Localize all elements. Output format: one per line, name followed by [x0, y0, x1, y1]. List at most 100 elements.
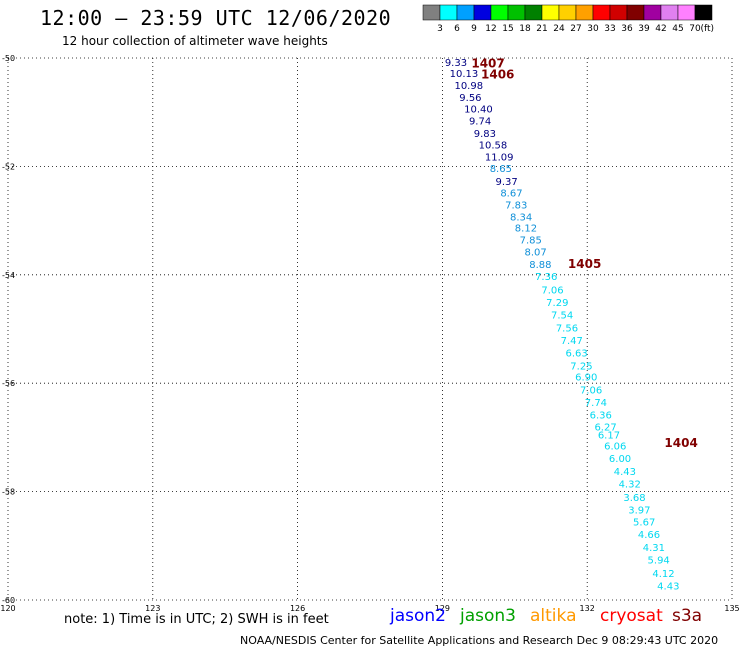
legend-tick-label: 18	[519, 24, 531, 34]
wave-height-point: 6.63	[565, 348, 587, 359]
wave-height-point: 7.47	[561, 336, 583, 347]
wave-height-point: 6.06	[604, 442, 626, 453]
x-tick-label: 126	[290, 604, 305, 613]
y-tick-label: -54	[2, 271, 15, 280]
wave-height-point: 8.12	[515, 224, 537, 235]
wave-height-point: 8.65	[490, 164, 512, 175]
legend-tick-label: 39	[638, 24, 650, 34]
wave-height-point: 11.09	[485, 153, 514, 164]
y-tick-label: -60	[2, 596, 15, 605]
legend-swatch	[524, 4, 543, 21]
legend-swatch	[439, 4, 458, 21]
legend-tick-label: 21	[536, 24, 547, 34]
legend-swatch	[490, 4, 509, 21]
legend-swatch	[694, 4, 713, 21]
legend-tick-label: 6	[454, 24, 460, 34]
wave-height-point: 4.12	[652, 569, 674, 580]
legend-tick-label: 12	[485, 24, 496, 34]
legend-swatch	[558, 4, 577, 21]
x-tick-label: 129	[435, 604, 450, 613]
legend-swatch	[609, 4, 628, 21]
wave-height-point: 9.74	[469, 116, 491, 127]
x-tick-label: 120	[0, 604, 15, 613]
footer-note: note: 1) Time is in UTC; 2) SWH is in fe…	[64, 612, 329, 627]
legend-s3a: s3a	[672, 606, 703, 626]
legend-altika: altika	[530, 606, 577, 626]
color-legend: 3 6 9 12 15 18 21 24 27 30 33 36 39 42 45 70 (ft)	[422, 4, 714, 34]
time-label: 1406	[481, 67, 514, 81]
wave-height-point: 3.68	[623, 493, 645, 504]
legend-swatch	[541, 4, 560, 21]
wave-height-point: 6.00	[609, 454, 631, 465]
wave-height-point: 7.74	[585, 398, 607, 409]
chart-title: 12:00 – 23:59 UTC 12/06/2020	[40, 6, 392, 30]
legend-swatch	[456, 4, 475, 21]
wave-height-point: 8.07	[524, 247, 546, 258]
legend-tick-label: 42	[655, 24, 666, 34]
legend-tick-label: 30	[587, 24, 599, 34]
wave-height-point: 7.54	[551, 310, 573, 321]
wave-height-point: 6.90	[575, 373, 597, 384]
wave-height-point: 4.31	[643, 543, 665, 554]
wave-height-point: 9.83	[474, 129, 496, 140]
legend-tick-label: 27	[570, 24, 581, 34]
time-label: 1405	[568, 257, 601, 271]
legend-tick-label: 70	[689, 24, 701, 34]
legend-swatch	[575, 4, 594, 21]
wave-height-point: 5.67	[633, 517, 655, 528]
wave-height-point: 7.83	[505, 200, 527, 211]
y-tick-label: -56	[2, 379, 15, 388]
legend-swatch	[473, 4, 492, 21]
wave-height-point: 8.88	[529, 260, 551, 271]
legend-tick-label: 45	[672, 24, 683, 34]
legend-swatch	[660, 4, 679, 21]
wave-height-point: 4.43	[614, 467, 636, 478]
legend-tick-label: 9	[471, 24, 477, 34]
y-tick-label: -50	[2, 54, 15, 63]
legend-unit-label: (ft)	[700, 24, 714, 34]
time-label: 1407	[471, 56, 504, 70]
wave-height-point: 7.85	[520, 236, 542, 247]
wave-height-point: 4.43	[657, 581, 679, 592]
legend-jason3: jason3	[460, 606, 516, 626]
grid-lines	[7, 57, 733, 601]
x-tick-label: 132	[580, 604, 595, 613]
wave-height-point: 7.06	[541, 285, 563, 296]
wave-height-point: 5.94	[648, 555, 670, 566]
legend-tick-label: 33	[604, 24, 615, 34]
legend-tick-label: 24	[553, 24, 565, 34]
legend-swatch	[626, 4, 645, 21]
wave-height-point: 7.25	[570, 361, 592, 372]
legend-tick-label: 15	[502, 24, 513, 34]
y-tick-label: -52	[2, 162, 15, 171]
wave-height-point: 7.29	[546, 298, 568, 309]
legend-cryosat: cryosat	[600, 606, 663, 626]
y-tick-label: -58	[2, 488, 15, 497]
wave-height-point: 10.13	[450, 69, 479, 80]
wave-height-point: 6.36	[590, 411, 612, 422]
wave-height-point: 10.98	[454, 81, 483, 92]
wave-height-point: 6.27	[594, 423, 616, 434]
wave-height-point: 6.17	[598, 431, 620, 442]
legend-jason2: jason2	[390, 606, 446, 626]
wave-height-point: 10.40	[464, 104, 493, 115]
wave-height-point: 7.56	[556, 323, 578, 334]
wave-height-point: 10.58	[479, 141, 508, 152]
legend-tick-label: 3	[437, 24, 443, 34]
wave-height-point: 4.32	[619, 479, 641, 490]
wave-height-point: 3.97	[628, 505, 650, 516]
chart-subtitle: 12 hour collection of altimeter wave hei…	[62, 34, 328, 48]
wave-height-point: 4.66	[638, 530, 660, 541]
wave-height-point: 8.34	[510, 212, 532, 223]
wave-height-point: 9.56	[459, 93, 481, 104]
legend-tick-label: 36	[621, 24, 633, 34]
legend-swatch	[643, 4, 662, 21]
x-tick-label: 135	[724, 604, 739, 613]
legend-swatch	[592, 4, 611, 21]
time-label: 1404	[664, 436, 697, 450]
wave-height-point: 7.36	[535, 272, 557, 283]
legend-swatch	[422, 4, 441, 21]
